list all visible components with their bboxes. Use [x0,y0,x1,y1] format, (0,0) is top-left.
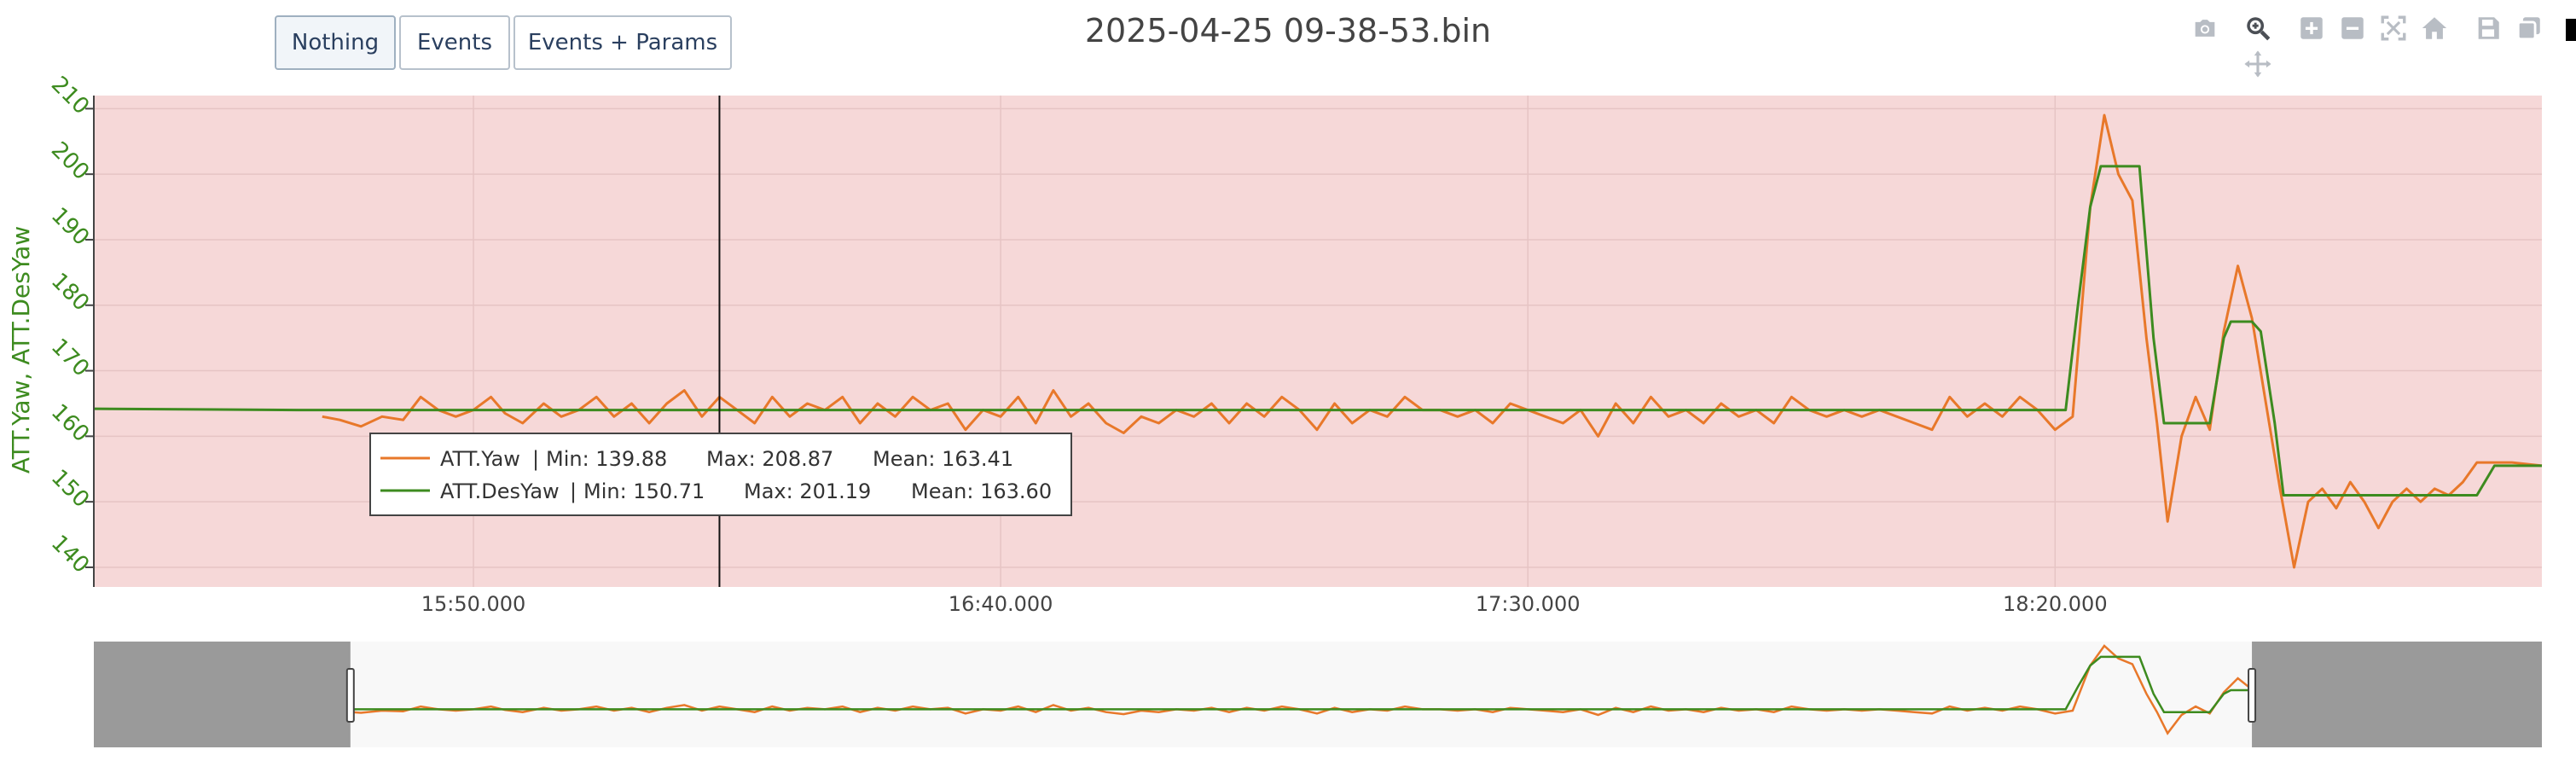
y-tick-label: 160 [46,399,94,447]
range-slider-bg[interactable] [94,642,2542,747]
legend-min-yaw: Min: 139.88 [546,447,667,471]
legend-min-desyaw: Min: 150.71 [583,479,705,503]
range-handle-right[interactable] [2248,668,2257,723]
reset-home-icon[interactable] [2417,11,2451,45]
y-tick-label: 210 [46,72,94,119]
range-mask-right [2252,642,2542,747]
main-series [93,113,2543,569]
x-ticks: 15:50.000 16:40.000 17:30.000 18:20.000 [421,592,2108,616]
legend-name-yaw: ATT.Yaw [440,447,520,471]
y-axis-label: ATT.Yaw, ATT.DesYaw [7,226,35,473]
chart-title: 2025-04-25 09-38-53.bin [1084,12,1492,49]
camera-icon[interactable] [2188,11,2222,45]
legend-mean-desyaw: Mean: 163.60 [911,479,1052,503]
y-ticks: 140 150 160 170 180 190 200 210 [46,72,94,578]
y-tick-label: 200 [46,137,94,185]
nothing-button[interactable]: Nothing [275,15,396,70]
y-tick-label: 150 [46,465,94,513]
legend-mean-yaw: Mean: 163.41 [873,447,1013,471]
events-button[interactable]: Events [399,15,510,70]
legend-max-desyaw: Max: 201.19 [744,479,871,503]
zoom-in-icon[interactable] [2295,11,2329,45]
y-tick-label: 170 [46,334,94,381]
range-mask-left [94,642,351,747]
y-tick-label: 140 [46,531,94,578]
save-icon[interactable] [2471,11,2505,45]
legend-box: ATT.Yaw | Min: 139.88 Max: 208.87 Mean: … [369,433,1072,516]
legend-name-desyaw: ATT.DesYaw [440,479,560,503]
y-tick-label: 180 [46,268,94,316]
series-line-att-desyaw [93,165,2542,497]
window-edge [2566,19,2576,41]
autoscale-icon[interactable] [2376,11,2411,45]
copy-icon[interactable] [2512,11,2546,45]
x-tick-label: 15:50.000 [421,592,526,616]
range-handle-left[interactable] [345,668,355,723]
legend-max-yaw: Max: 208.87 [706,447,833,471]
x-tick-label: 16:40.000 [949,592,1053,616]
events-params-button[interactable]: Events + Params [513,15,732,70]
pan-icon[interactable] [2241,47,2275,81]
zoom-out-icon[interactable] [2335,11,2370,45]
y-tick-label: 190 [46,203,94,251]
legend-sep-yaw: | [532,447,539,471]
zoom-icon[interactable] [2241,11,2275,45]
x-tick-label: 17:30.000 [1476,592,1581,616]
legend-sep-desyaw: | [570,479,577,503]
range-slider[interactable] [93,642,2543,747]
x-tick-label: 18:20.000 [2003,592,2108,616]
